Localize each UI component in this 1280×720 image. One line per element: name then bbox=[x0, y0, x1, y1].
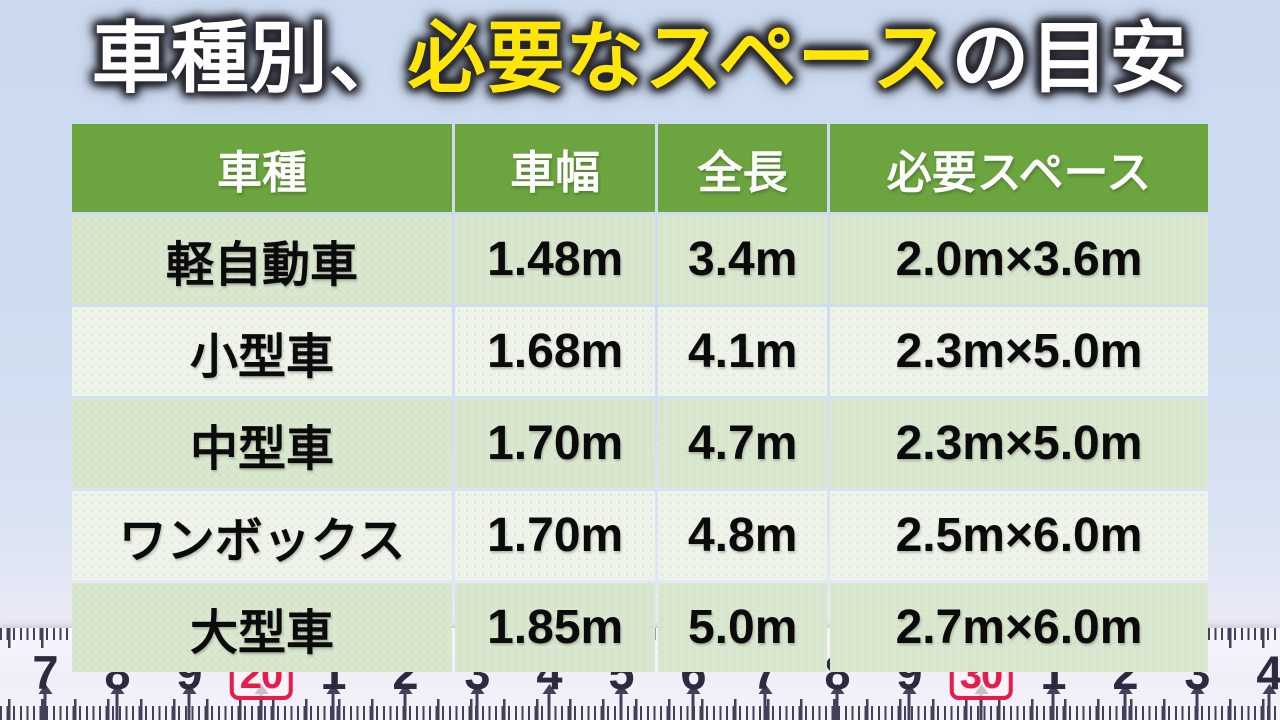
table-cell: 2.3m×5.0m bbox=[830, 399, 1208, 488]
column-header: 車種 bbox=[72, 124, 452, 212]
table-cell: 4.1m bbox=[658, 307, 828, 396]
ruler-cm-tick bbox=[326, 684, 340, 720]
table-cell: 2.3m×5.0m bbox=[830, 307, 1208, 396]
table-cell: 5.0m bbox=[658, 583, 828, 672]
table-cell: 1.48m bbox=[454, 215, 656, 304]
table-cell: 4.8m bbox=[658, 491, 828, 580]
table-cell: 1.68m bbox=[454, 307, 656, 396]
table-cell: 大型車 bbox=[72, 583, 452, 672]
spec-table: 車種 車幅 全長 必要スペース軽自動車 1.48m 3.4m 2.0m×3.6m 小型車 1.6… bbox=[72, 124, 1208, 672]
ruler-cm-tick bbox=[542, 684, 556, 720]
column-header: 車幅 bbox=[454, 124, 656, 212]
ruler-cm-tick bbox=[902, 684, 916, 720]
title-part-2: の目安 bbox=[951, 14, 1189, 102]
ruler-cm-tick bbox=[38, 684, 52, 720]
ruler-cm-tick bbox=[1190, 684, 1204, 720]
ruler-cm-tick bbox=[758, 684, 772, 720]
table-cell: 2.5m×6.0m bbox=[830, 491, 1208, 580]
ruler-cm-tick bbox=[1262, 684, 1276, 720]
column-header: 必要スペース bbox=[830, 124, 1208, 212]
ruler-cm-tick bbox=[1046, 684, 1060, 720]
page-title: 車種別、必要なスペースの目安 bbox=[0, 4, 1280, 116]
ruler-number: 7 bbox=[32, 646, 58, 699]
table-cell: 小型車 bbox=[72, 307, 452, 396]
ruler-cm-tick bbox=[110, 684, 124, 720]
table-cell: 1.85m bbox=[454, 583, 656, 672]
table-cell: 2.7m×6.0m bbox=[830, 583, 1208, 672]
column-header: 全長 bbox=[658, 124, 828, 212]
table-cell: 軽自動車 bbox=[72, 215, 452, 304]
ruler-cm-tick bbox=[398, 684, 412, 720]
ruler-bottom-medium-ticks bbox=[0, 699, 1280, 720]
title-part-1: 車種別、 bbox=[91, 14, 408, 102]
ruler-cm-tick bbox=[686, 684, 700, 720]
table-cell: 2.0m×3.6m bbox=[830, 215, 1208, 304]
table-cell: ワンボックス bbox=[72, 491, 452, 580]
ruler-cm-tick bbox=[470, 684, 484, 720]
ruler-number: 4 bbox=[1256, 646, 1280, 699]
ruler-cm-tick bbox=[830, 684, 844, 720]
ruler-cm-tick bbox=[614, 684, 628, 720]
table-cell: 1.70m bbox=[454, 399, 656, 488]
table-cell: 1.70m bbox=[454, 491, 656, 580]
table-cell: 中型車 bbox=[72, 399, 452, 488]
table-cell: 3.4m bbox=[658, 215, 828, 304]
title-highlight: 必要なスペース bbox=[407, 14, 952, 102]
ruler-cm-tick bbox=[1118, 684, 1132, 720]
ruler-cm-tick bbox=[182, 684, 196, 720]
table-cell: 4.7m bbox=[658, 399, 828, 488]
